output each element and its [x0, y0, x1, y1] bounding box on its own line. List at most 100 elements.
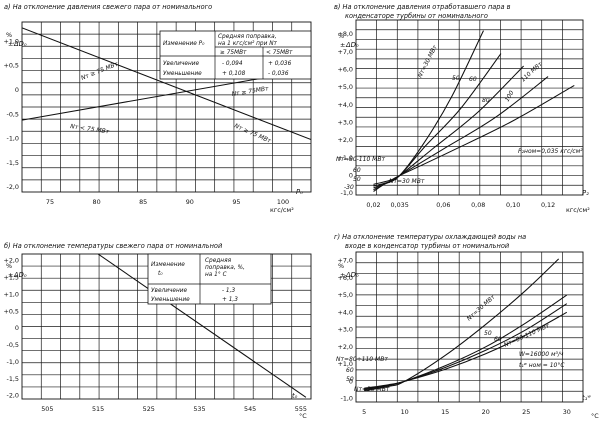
- x-tick-label: 0,035: [391, 201, 409, 209]
- x-tick-label: 535: [193, 405, 205, 413]
- panel-d-title: г) На отклонение температуры охлаждающей…: [334, 233, 528, 250]
- panel-b-backpressure-chart: 0,02 0,035 0,06 0,08 0,10 0,12 +8,0 +7,0 +6,0 +5,…: [336, 19, 590, 214]
- x-tick-label: 100: [277, 198, 289, 206]
- panel-c-table-row1-label: Увеличение: [151, 288, 188, 294]
- panel-c-table-row1-v1: - 1,3: [222, 288, 235, 294]
- series-line-d-0: [364, 258, 560, 392]
- x-tick-label: 525: [143, 405, 155, 413]
- y-tick-label: +3,0: [337, 326, 353, 334]
- x-tick-label: 515: [92, 405, 104, 413]
- panel-b-xlabel: P₂: [582, 189, 589, 197]
- panel-d-label-nt30-low: Nт=30 МВт: [354, 386, 390, 393]
- x-tick-label: 545: [244, 405, 256, 413]
- panel-a-tick-labels: 75 80 85 90 95 100 +1,0 +0,5 0 -0,5 -1,0 -1,5 -2,0: [3, 37, 289, 206]
- y-tick-label: 0: [15, 324, 19, 332]
- panel-a-y-unit-pre: ±: [8, 40, 13, 48]
- panel-a-correction-table: Изменение P₀ Средняя поправка, на 1 кгс/…: [159, 30, 312, 80]
- panel-c-temperature-chart: 505 515 525 535 545 555 +2,0 +1,5 +1,0 +0,5 0 -0,5 -…: [3, 253, 312, 420]
- panel-b-note: P₂ном=0,035 кгс/см²: [518, 148, 583, 155]
- panel-d-y-unit-sub: ΔD₀: [345, 271, 359, 279]
- panel-c-table-head-left: Изменение t₀: [151, 262, 187, 277]
- plot-frame: [21, 21, 312, 193]
- x-tick-label: 25: [522, 408, 530, 416]
- panel-b-label-50: 50: [452, 75, 460, 82]
- panel-a-label-nt-lt75-left: Nт < 75 МВт: [70, 123, 110, 135]
- y-tick-label: -0,5: [7, 341, 19, 349]
- panel-c-correction-table: Изменение t₀ Средняя поправка, %, на 1° …: [147, 253, 272, 305]
- y-tick-label: +4,0: [337, 308, 353, 316]
- panel-b-y-unit-sub: ΔD₀: [345, 41, 359, 49]
- panel-b-label-110: 110 МВт: [520, 60, 544, 83]
- y-tick-label: -2,0: [7, 392, 19, 400]
- x-tick-label: 75: [46, 198, 54, 206]
- panel-b-title-line1: в) На отклонение давления отработавшего …: [334, 3, 511, 11]
- panel-b-label-80: 80: [482, 97, 490, 104]
- panel-c-table-head-left-l2: t₀: [158, 271, 163, 277]
- panel-b-tick-labels: 0,02 0,035 0,06 0,08 0,10 0,12 +8,0 +7,0 +6,0 +5,…: [337, 30, 555, 209]
- plot-frame: [355, 19, 584, 196]
- panel-b-y-unit-top: %: [338, 32, 344, 40]
- panel-c-tick-labels: 505 515 525 535 545 555 +2,0 +1,5 +1,0 +0,5 0 -0,5 -…: [3, 257, 306, 413]
- y-tick-label: -0,5: [7, 110, 19, 118]
- panel-a-table-head-left: Изменение P₀: [163, 41, 205, 47]
- panel-a-table-head-right-l2: на 1 кгс/см² при Nт: [218, 40, 278, 47]
- panel-d-label-80-110: Nт=80-110 МВт: [503, 322, 551, 349]
- y-tick-label: 0: [15, 86, 19, 94]
- x-tick-label: 0,02: [366, 201, 380, 209]
- x-tick-label: 505: [41, 405, 53, 413]
- x-tick-label: 0,10: [506, 201, 520, 209]
- y-tick-label: +1,0: [337, 360, 353, 368]
- panel-a-y-unit-sub: ΔD₀: [13, 40, 27, 48]
- panel-a-label-nt-ge75-right: Nт ≥ 75 МВт: [233, 122, 272, 145]
- panel-c-x-unit: °C: [299, 412, 307, 420]
- panel-c-y-unit-sub: ΔD₀: [13, 271, 27, 279]
- panel-d-label-50: 50: [484, 330, 492, 337]
- series-line-c-0: [97, 254, 307, 398]
- panel-d-tick-labels: 5 10 15 20 25 30 +7,0 +6,0 +5,0 +4,0 +3,0 +2,0 +1,0 0…: [337, 257, 570, 416]
- panel-c-table-box: [147, 253, 272, 305]
- x-tick-label: 90: [186, 198, 194, 206]
- panel-c-table-head-right-l1: Средняя: [205, 258, 232, 264]
- panel-c-xlabel: t₀: [292, 392, 298, 400]
- panel-c-table-head-right-l2: поправка, %,: [205, 265, 245, 271]
- y-tick-label: 0: [349, 172, 353, 180]
- panel-a-table-row1-v1: - 0,094: [222, 61, 243, 67]
- panel-a-xlabel: P₀: [296, 188, 303, 196]
- x-tick-label: 555: [295, 405, 307, 413]
- y-tick-label: -1,0: [7, 358, 19, 366]
- panel-c-table-row2-label: Уменьшение: [151, 297, 190, 303]
- panel-b-label-60: 60: [469, 76, 477, 83]
- y-tick-label: +5,0: [337, 83, 353, 91]
- panel-a-y-unit-top: %: [6, 31, 12, 39]
- panel-d-y-unit-pre: ±: [340, 271, 345, 279]
- panel-c-table-head-left-l1: Изменение: [151, 262, 185, 268]
- y-tick-label: +2,0: [337, 136, 353, 144]
- y-tick-label: +1,0: [3, 37, 19, 45]
- panel-b-grid: [355, 19, 584, 196]
- y-tick-label: +0,5: [3, 62, 19, 70]
- panel-c-table-head-right: Средняя поправка, %, на 1° C: [205, 258, 247, 278]
- panel-c-series: [97, 254, 307, 398]
- x-tick-label: 20: [482, 408, 490, 416]
- series-line-d-3: [364, 311, 568, 389]
- panel-d-label-60-low: 60: [346, 367, 354, 374]
- panel-c-y-unit-pre: ±: [8, 271, 13, 279]
- panel-b-label-nt80-110: Nт=80-110 МВт: [336, 156, 385, 163]
- y-tick-label: -1,0: [341, 189, 353, 197]
- panel-a-table-row1-v2: + 0,036: [268, 61, 292, 67]
- panel-d-cooling-water-chart: 5 10 15 20 25 30 +7,0 +6,0 +5,0 +4,0 +3,0 +2,0 +1,0 0…: [336, 251, 599, 420]
- x-tick-label: 80: [93, 198, 101, 206]
- series-line-b-3: [373, 76, 549, 187]
- series-line-b-4: [373, 84, 575, 185]
- x-tick-label: 0,12: [541, 201, 555, 209]
- y-tick-label: +1,0: [3, 290, 19, 298]
- y-tick-label: -1,0: [341, 395, 353, 403]
- x-tick-label: 85: [139, 198, 147, 206]
- panel-d-series: [364, 258, 568, 392]
- series-line-a-0: [22, 27, 311, 141]
- panel-a-table-row1-label: Увеличение: [163, 61, 200, 67]
- panel-d-xlabel: t₁ʷ: [582, 394, 591, 402]
- y-tick-label: +4,0: [337, 101, 353, 109]
- y-tick-label: +8,0: [337, 30, 353, 38]
- panel-a-table-col1: ≥ 75МВт: [220, 50, 247, 56]
